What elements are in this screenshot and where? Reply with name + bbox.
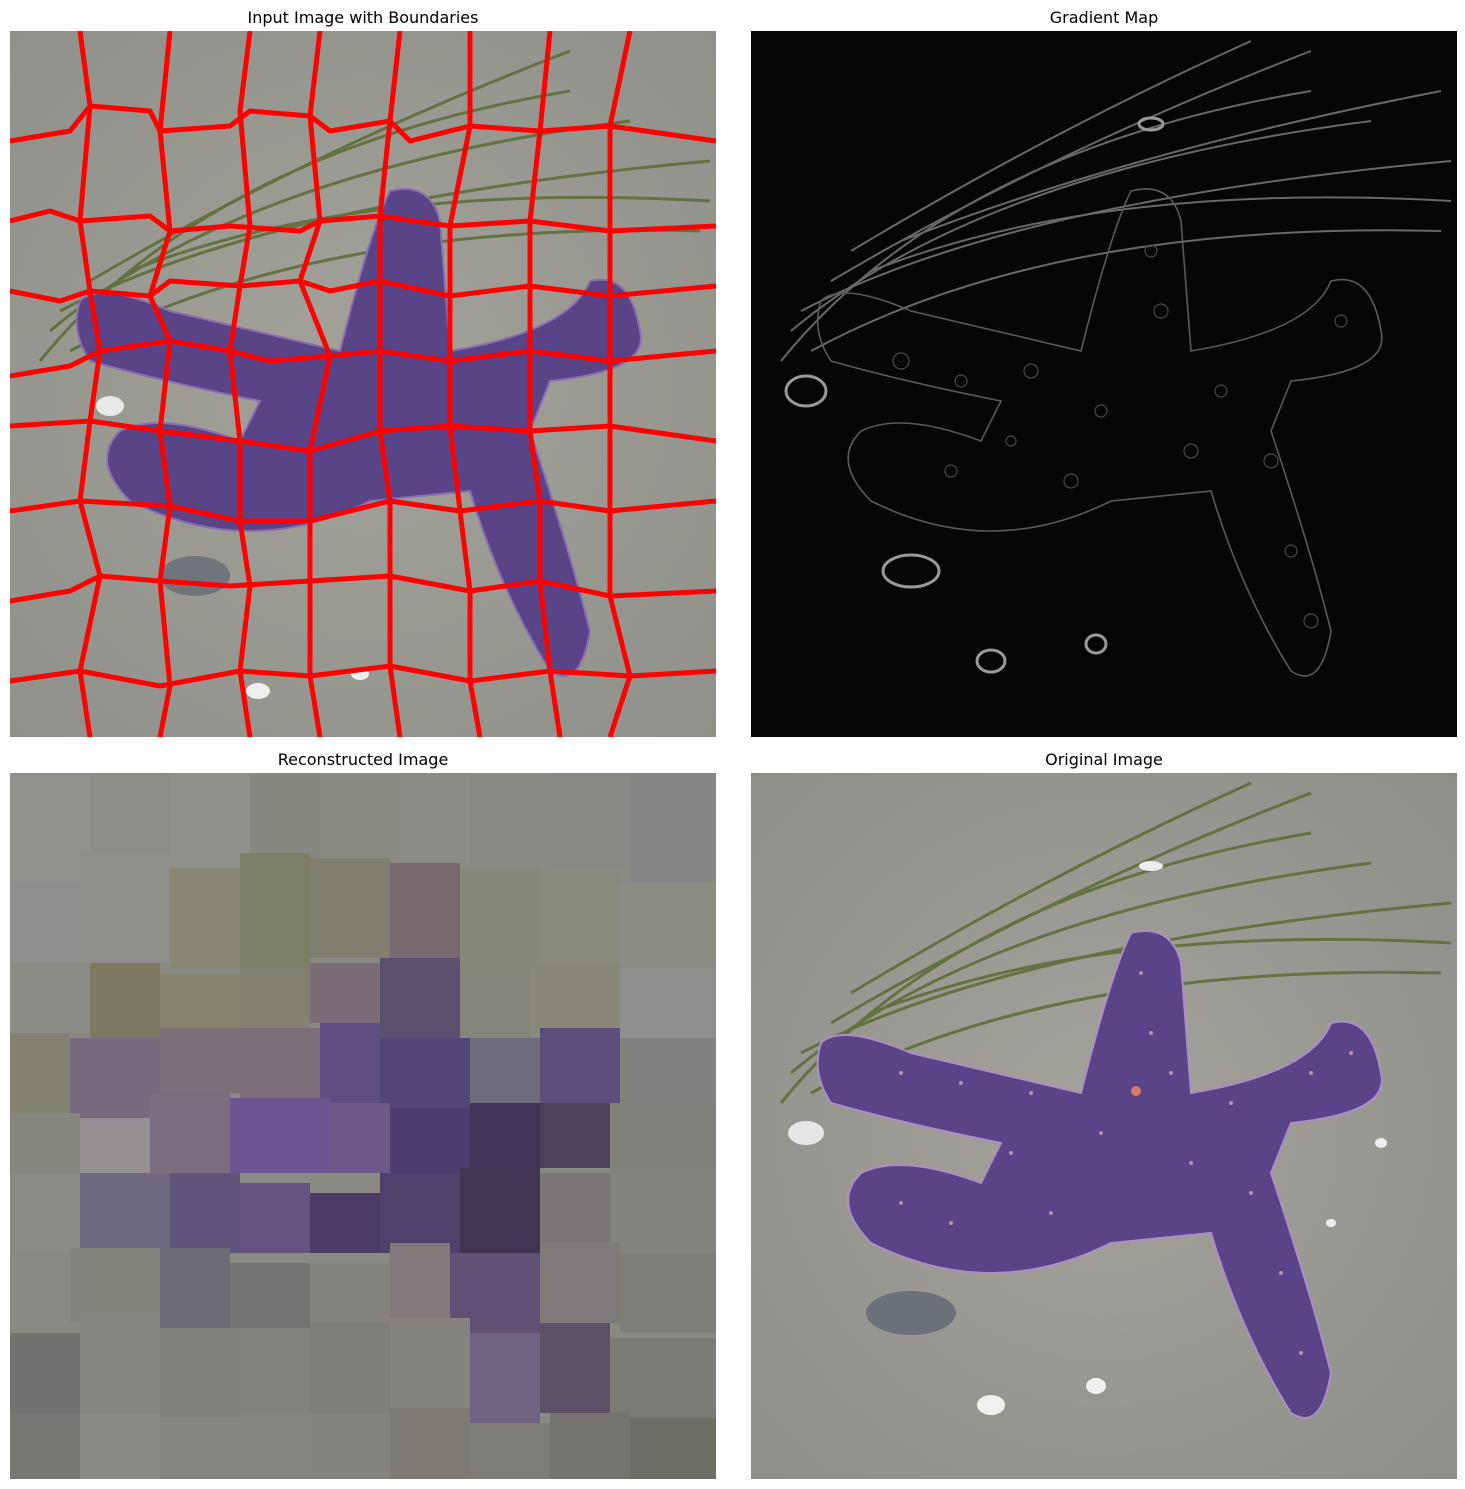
panel-title: Reconstructed Image bbox=[277, 750, 449, 769]
reconstructed-image bbox=[10, 773, 716, 1479]
input-boundaries-panel: Input Image with Boundaries bbox=[10, 8, 716, 737]
panel-title: Original Image bbox=[1045, 750, 1163, 769]
panel-title: Input Image with Boundaries bbox=[247, 8, 479, 27]
original-image bbox=[751, 773, 1457, 1479]
panel-title: Gradient Map bbox=[1049, 8, 1159, 27]
gradient-map-panel: Gradient Map bbox=[751, 8, 1457, 737]
gradient-map-image bbox=[751, 31, 1457, 737]
reconstructed-panel: Reconstructed Image bbox=[10, 750, 716, 1479]
original-panel: Original Image bbox=[751, 750, 1457, 1479]
input-boundaries-image bbox=[10, 31, 716, 737]
